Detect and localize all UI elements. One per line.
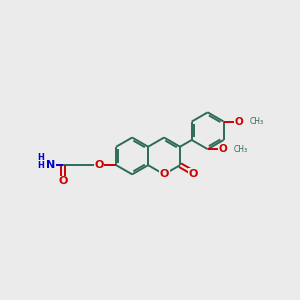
Text: CH₃: CH₃ xyxy=(233,145,248,154)
Text: O: O xyxy=(160,169,169,179)
Text: CH₃: CH₃ xyxy=(250,117,264,126)
Text: O: O xyxy=(235,117,244,127)
Text: O: O xyxy=(58,176,68,186)
Text: H: H xyxy=(38,161,44,170)
Text: O: O xyxy=(94,160,104,170)
Text: O: O xyxy=(219,144,227,154)
Text: N: N xyxy=(46,160,55,170)
Text: H: H xyxy=(38,153,44,162)
Text: O: O xyxy=(189,169,198,179)
